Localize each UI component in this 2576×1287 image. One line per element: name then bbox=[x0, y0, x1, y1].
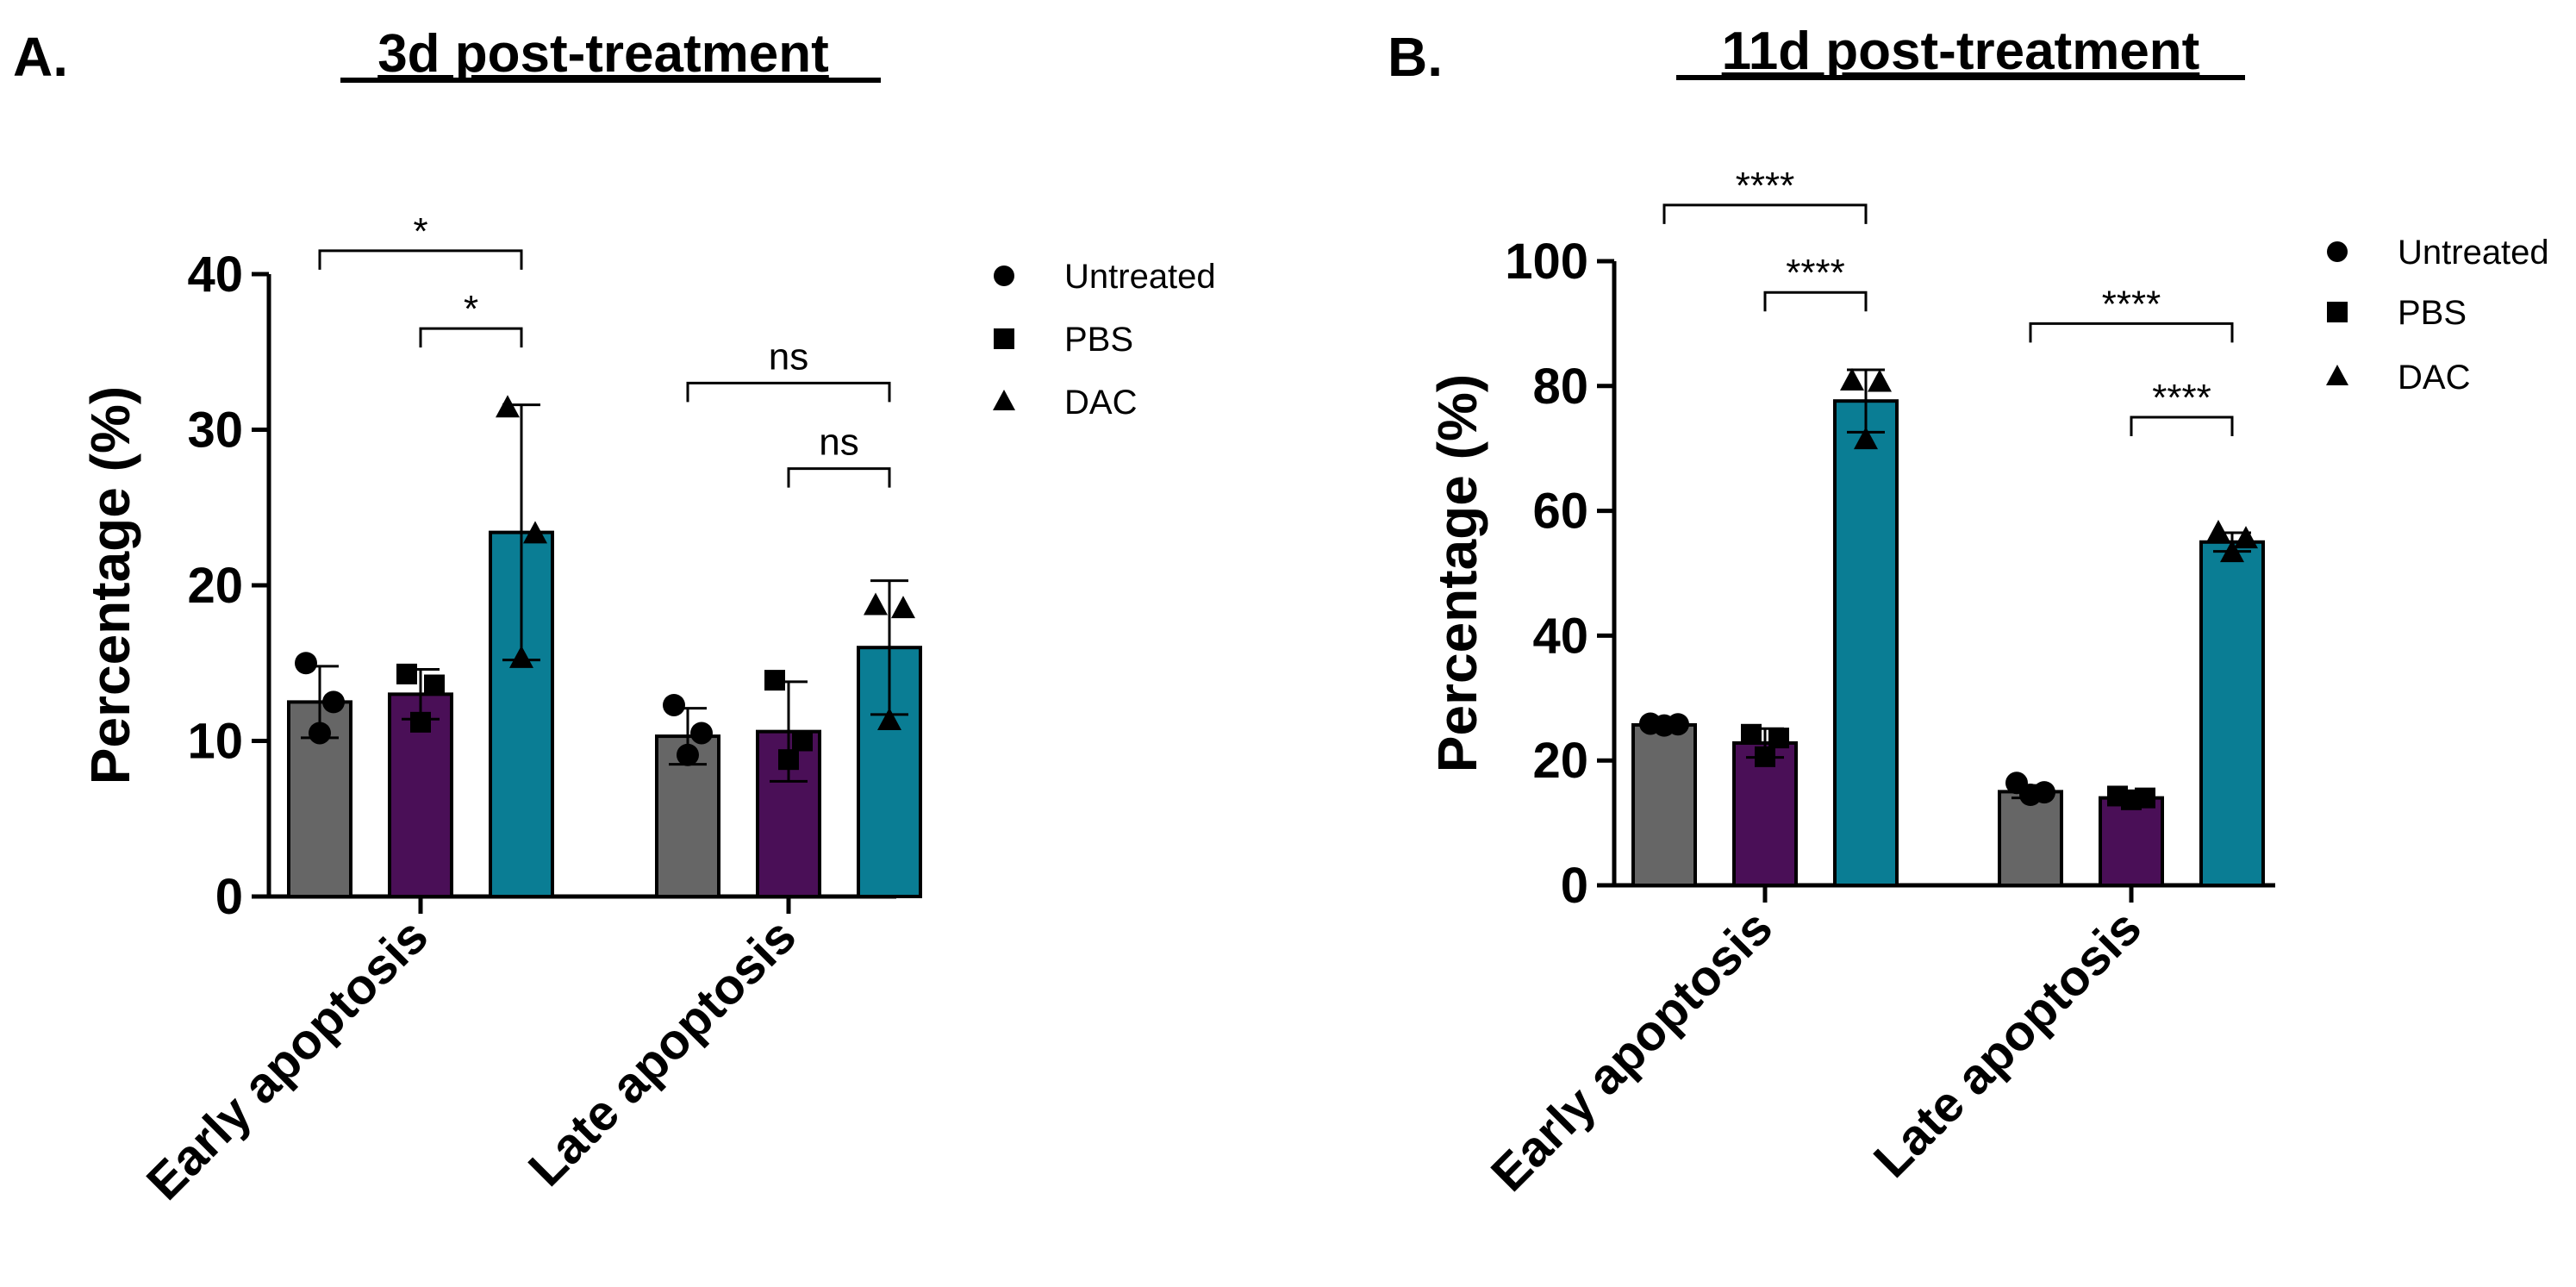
significance-bracket bbox=[1662, 203, 1868, 224]
significance-bracket bbox=[318, 249, 523, 270]
data-point bbox=[322, 690, 345, 714]
bar bbox=[1998, 790, 2063, 888]
legend-label: DAC bbox=[1064, 384, 1137, 422]
bar bbox=[2199, 540, 2265, 887]
data-point bbox=[1854, 427, 1878, 450]
y-tick-label: 80 bbox=[1532, 359, 1588, 415]
bar bbox=[1833, 399, 1899, 887]
data-point bbox=[864, 592, 888, 615]
legend-label: PBS bbox=[1064, 321, 1133, 359]
data-point bbox=[778, 749, 799, 771]
data-point bbox=[2234, 526, 2258, 549]
data-point bbox=[1840, 368, 1864, 391]
data-point bbox=[2206, 519, 2230, 542]
significance-label: ns bbox=[769, 335, 808, 378]
bar bbox=[1631, 722, 1697, 887]
x-tick-label: Early apoptosis bbox=[1481, 899, 1783, 1202]
panel-letter: B. bbox=[1388, 26, 1443, 88]
significance-bracket bbox=[1763, 291, 1868, 312]
data-point bbox=[1741, 723, 1762, 745]
legend-label: DAC bbox=[2398, 359, 2470, 397]
panel-letter: A. bbox=[13, 26, 68, 88]
y-tick-label: 40 bbox=[1532, 608, 1588, 664]
data-point bbox=[1768, 728, 1789, 749]
legend-label: Untreated bbox=[2398, 234, 2549, 272]
data-point bbox=[1868, 369, 1892, 392]
bar bbox=[489, 530, 554, 898]
significance-bracket bbox=[787, 467, 891, 488]
data-point bbox=[891, 596, 915, 619]
x-tick-label: Early apoptosis bbox=[136, 908, 439, 1210]
data-point bbox=[2220, 540, 2244, 563]
y-axis-label: Percentage (%) bbox=[79, 386, 141, 784]
y-tick-label: 20 bbox=[187, 558, 243, 614]
significance-bracket bbox=[419, 327, 523, 348]
significance-label: **** bbox=[1736, 165, 1795, 207]
significance-label: * bbox=[413, 210, 427, 253]
chart-title: 3d post-treatment bbox=[377, 24, 829, 84]
data-point bbox=[690, 722, 713, 745]
legend-label: Untreated bbox=[1064, 258, 1216, 296]
y-axis-label: Percentage (%) bbox=[1426, 374, 1488, 772]
data-point bbox=[1653, 714, 1675, 737]
data-point bbox=[509, 645, 533, 668]
data-point bbox=[764, 670, 785, 691]
bar bbox=[2099, 796, 2164, 888]
significance-bracket bbox=[2029, 322, 2234, 343]
significance-label: ns bbox=[819, 422, 858, 464]
y-tick-label: 30 bbox=[187, 403, 243, 459]
legend-marker bbox=[994, 266, 1014, 286]
data-point bbox=[792, 730, 813, 752]
data-point bbox=[1755, 746, 1775, 767]
legend-marker bbox=[2326, 365, 2348, 385]
significance-bracket bbox=[2130, 415, 2234, 436]
panel-b: B. 11d post-treatment Percentage (%) 0 20 40 6… bbox=[1388, 22, 2549, 1203]
significance-bracket bbox=[686, 381, 891, 403]
legend-marker bbox=[993, 390, 1015, 410]
data-point bbox=[663, 693, 685, 716]
legend-marker bbox=[994, 328, 1014, 349]
y-tick-label: 40 bbox=[187, 247, 243, 303]
significance-label: * bbox=[464, 288, 478, 330]
significance-label: **** bbox=[2102, 283, 2161, 325]
legend-marker bbox=[2327, 241, 2348, 262]
legend-label: PBS bbox=[2398, 294, 2467, 332]
data-point bbox=[877, 708, 901, 731]
chart-title: 11d post-treatment bbox=[1722, 22, 2200, 81]
significance-label: **** bbox=[1786, 252, 1845, 294]
data-point bbox=[295, 652, 317, 675]
data-point bbox=[2019, 784, 2042, 807]
y-tick-label: 10 bbox=[187, 714, 243, 770]
y-tick-label: 20 bbox=[1532, 733, 1588, 789]
bar bbox=[655, 734, 720, 899]
x-tick-label: Late apoptosis bbox=[1863, 899, 2152, 1188]
x-tick-label: Late apoptosis bbox=[518, 908, 807, 1196]
y-tick-label: 0 bbox=[215, 869, 243, 925]
y-tick-label: 100 bbox=[1505, 234, 1588, 290]
y-tick-label: 0 bbox=[1561, 858, 1588, 914]
data-point bbox=[309, 722, 331, 745]
panel-a: A. 3d post-treatment Percentage (%) 0 10 20 30… bbox=[13, 24, 1216, 1211]
legend-marker bbox=[2327, 302, 2348, 322]
data-point bbox=[424, 674, 445, 696]
data-point bbox=[410, 711, 431, 733]
y-tick-label: 60 bbox=[1532, 484, 1588, 540]
data-point bbox=[2121, 789, 2142, 810]
data-point bbox=[677, 743, 699, 766]
data-point bbox=[523, 521, 547, 544]
data-point bbox=[496, 395, 520, 418]
significance-label: **** bbox=[2152, 377, 2211, 419]
data-point bbox=[396, 663, 417, 684]
